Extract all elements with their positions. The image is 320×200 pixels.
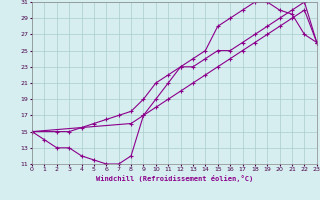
X-axis label: Windchill (Refroidissement éolien,°C): Windchill (Refroidissement éolien,°C) [96,175,253,182]
